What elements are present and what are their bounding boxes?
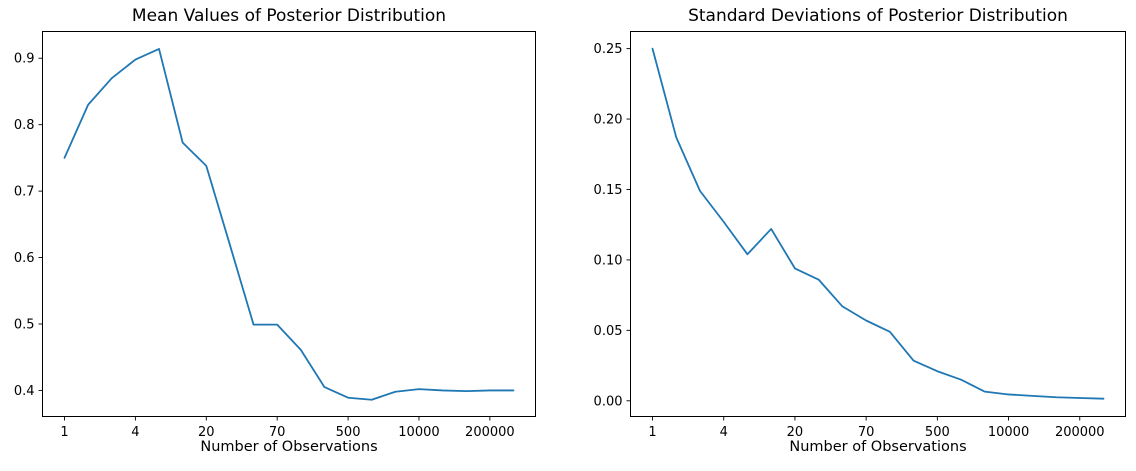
x-tick-label: 10000 [988,425,1029,440]
chart-title-mean: Mean Values of Posterior Distribution [131,6,447,26]
x-tick-label: 200000 [1055,425,1105,440]
x-tick-label: 200000 [465,425,515,440]
x-tick-label: 20 [198,425,215,440]
chart-title-std: Standard Deviations of Posterior Distrib… [688,6,1068,26]
y-tick-label: 0.6 [14,251,35,266]
y-tick-label: 0.05 [594,324,623,339]
y-tick-label: 0.25 [594,42,623,57]
y-tick-label: 0.5 [14,317,35,332]
y-tick-label: 0.10 [594,253,623,268]
y-tick-label: 0.20 [594,113,623,128]
y-tick-label: 0.00 [594,394,623,409]
std-chart-canvas: 0.25 0.20 0.15 0.10 0.05 0.00 1 4 20 70 500 10000 20… [594,31,1126,440]
subplot-std: Standard Deviations of Posterior Distrib… [568,0,1136,471]
plot-frame [630,31,1126,417]
x-tick-label: 70 [269,425,286,440]
x-tick-label: 10000 [398,425,439,440]
y-tick-label: 0.15 [594,183,623,198]
x-tick-label: 20 [787,425,804,440]
x-axis-label-mean: Number of Observations [200,439,378,455]
x-tick-label: 1 [648,425,656,440]
data-line [651,47,1105,400]
x-tick-label: 1 [60,425,68,440]
x-axis-label-std: Number of Observations [789,439,967,455]
plot-frame [42,31,536,417]
subplot-mean: Mean Values of Posterior Distribution 0.… [14,6,536,455]
y-tick-label: 0.7 [14,185,35,200]
y-tick-label: 0.8 [14,118,35,133]
mean-chart-canvas: 0.9 0.8 0.7 0.6 0.5 0.4 1 4 20 70 500 10000 200000 [14,31,536,440]
x-tick-label: 500 [925,425,950,440]
x-tick-label: 4 [720,425,728,440]
x-tick-label: 500 [336,425,361,440]
data-line [63,48,515,401]
y-tick-label: 0.4 [14,384,35,399]
y-tick-label: 0.9 [14,52,35,67]
x-tick-label: 4 [131,425,139,440]
x-tick-label: 70 [858,425,875,440]
